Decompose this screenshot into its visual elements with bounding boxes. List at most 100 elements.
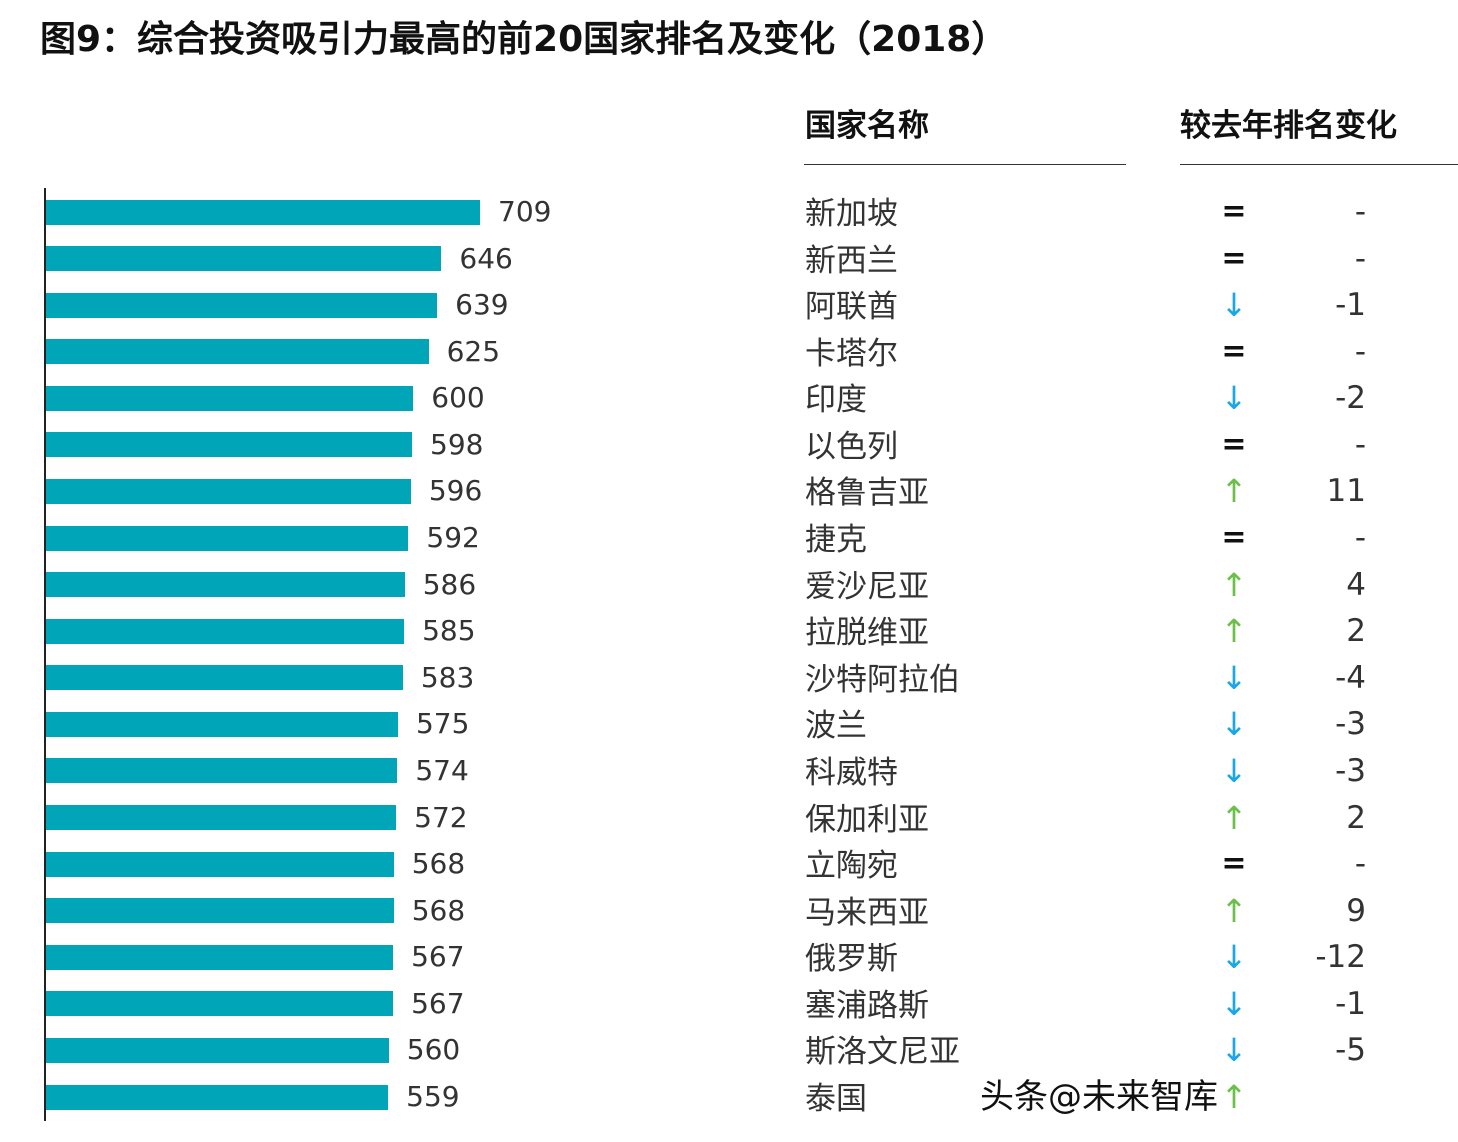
- bar: [46, 339, 429, 365]
- rank-change-value: -5: [1335, 1032, 1366, 1069]
- rank-change-value: -: [1354, 520, 1366, 557]
- rank-change-value: -12: [1315, 939, 1366, 976]
- bar-value-label: 574: [415, 753, 469, 787]
- bar: [46, 618, 405, 644]
- country-name: 新加坡: [805, 196, 898, 232]
- bar-value-label: 559: [406, 1080, 460, 1114]
- equals-icon: =: [1221, 520, 1247, 556]
- arrow-up-icon: ↑: [1220, 472, 1248, 511]
- y-axis-line: [44, 188, 46, 1121]
- bar-value-label: 709: [498, 195, 552, 228]
- bar-value-label: 568: [411, 893, 466, 927]
- arrow-down-icon: ↓: [1220, 705, 1248, 744]
- rank-change-value: -2: [1335, 380, 1366, 417]
- country-name: 格鲁吉亚: [805, 475, 929, 512]
- rank-change-value: -1: [1335, 287, 1366, 324]
- country-name: 波兰: [805, 708, 867, 745]
- country-name: 马来西亚: [805, 894, 929, 931]
- watermark: 头条@未来智库: [980, 1077, 1218, 1117]
- bar: [46, 525, 409, 551]
- bar: [46, 199, 480, 225]
- bar-value-label: 625: [446, 334, 501, 368]
- country-name: 卡塔尔: [805, 335, 898, 372]
- bar: [46, 1037, 389, 1063]
- arrow-up-icon: ↑: [1220, 612, 1248, 651]
- country-name: 斯洛文尼亚: [805, 1034, 960, 1071]
- rank-change-value: -4: [1335, 659, 1366, 696]
- change-column-header: 较去年排名变化: [1180, 108, 1397, 144]
- bar-value-label: 592: [426, 521, 480, 555]
- country-name: 印度: [805, 382, 867, 419]
- country-header-rule: [804, 164, 1126, 165]
- equals-icon: =: [1221, 194, 1247, 229]
- rank-change-value: -3: [1335, 752, 1366, 789]
- bar-value-label: 583: [420, 660, 475, 694]
- rank-change-value: -: [1354, 194, 1366, 230]
- rank-change-value: 4: [1346, 566, 1366, 603]
- country-name: 爱沙尼亚: [805, 568, 929, 605]
- rank-change-value: 2: [1346, 799, 1366, 836]
- country-name: 沙特阿拉伯: [805, 661, 960, 698]
- arrow-down-icon: ↓: [1220, 984, 1248, 1023]
- bar-value-label: 575: [415, 707, 470, 741]
- country-column-header: 国家名称: [805, 108, 929, 144]
- rank-change-value: -: [1354, 846, 1366, 883]
- equals-icon: =: [1221, 846, 1247, 882]
- arrow-down-icon: ↓: [1220, 286, 1248, 325]
- country-name: 泰国: [805, 1081, 867, 1118]
- bar-value-label: 585: [422, 614, 476, 648]
- arrow-up-icon: ↑: [1220, 565, 1248, 604]
- arrow-down-icon: ↓: [1220, 379, 1248, 418]
- arrow-down-icon: ↓: [1220, 938, 1248, 977]
- arrow-up-icon: ↑: [1220, 891, 1248, 930]
- rank-change-value: -1: [1335, 985, 1366, 1022]
- arrow-down-icon: ↓: [1220, 751, 1248, 790]
- country-name: 俄罗斯: [805, 941, 898, 978]
- bar-value-label: 567: [411, 986, 465, 1020]
- bar: [46, 432, 413, 458]
- bar: [46, 805, 397, 831]
- bar: [46, 898, 394, 924]
- country-name: 保加利亚: [805, 801, 929, 838]
- bar: [46, 944, 394, 970]
- country-name: 捷克: [805, 522, 867, 559]
- equals-icon: =: [1221, 240, 1247, 276]
- change-header-rule: [1180, 164, 1458, 165]
- bar-value-label: 567: [411, 940, 465, 974]
- bar: [46, 246, 442, 272]
- bar-value-label: 586: [422, 567, 477, 601]
- chart-title: 图9：综合投资吸引力最高的前20国家排名及变化（2018）: [40, 19, 1008, 60]
- country-name: 立陶宛: [805, 848, 898, 885]
- country-name: 新西兰: [805, 242, 898, 279]
- rank-change-value: 2: [1346, 613, 1366, 650]
- rank-change-value: -3: [1335, 706, 1366, 743]
- bar: [46, 711, 398, 737]
- bar-value-label: 568: [411, 847, 466, 881]
- country-name: 以色列: [805, 428, 898, 465]
- rank-change-value: 9: [1346, 892, 1366, 929]
- bar: [46, 478, 411, 504]
- rank-change-value: -: [1354, 333, 1366, 370]
- rank-change-value: -: [1354, 240, 1366, 277]
- bar-value-label: 596: [428, 474, 483, 508]
- bar: [46, 1084, 389, 1110]
- rank-change-value: 11: [1326, 473, 1366, 510]
- equals-icon: =: [1221, 426, 1247, 462]
- bar: [46, 385, 414, 411]
- bar-value-label: 598: [430, 427, 484, 461]
- country-name: 阿联酋: [805, 289, 898, 326]
- bar: [46, 991, 394, 1017]
- bar: [46, 665, 403, 691]
- equals-icon: =: [1221, 333, 1247, 369]
- bar-value-label: 560: [406, 1033, 461, 1067]
- bar: [46, 292, 438, 318]
- country-name: 拉脱维亚: [805, 615, 929, 652]
- country-name: 科威特: [805, 754, 898, 791]
- bar: [46, 758, 398, 784]
- bar: [46, 572, 405, 598]
- arrow-down-icon: ↓: [1220, 658, 1248, 697]
- bar: [46, 851, 394, 877]
- bar-value-label: 572: [414, 800, 468, 834]
- bar-value-label: 646: [459, 241, 513, 275]
- country-name: 塞浦路斯: [805, 987, 929, 1024]
